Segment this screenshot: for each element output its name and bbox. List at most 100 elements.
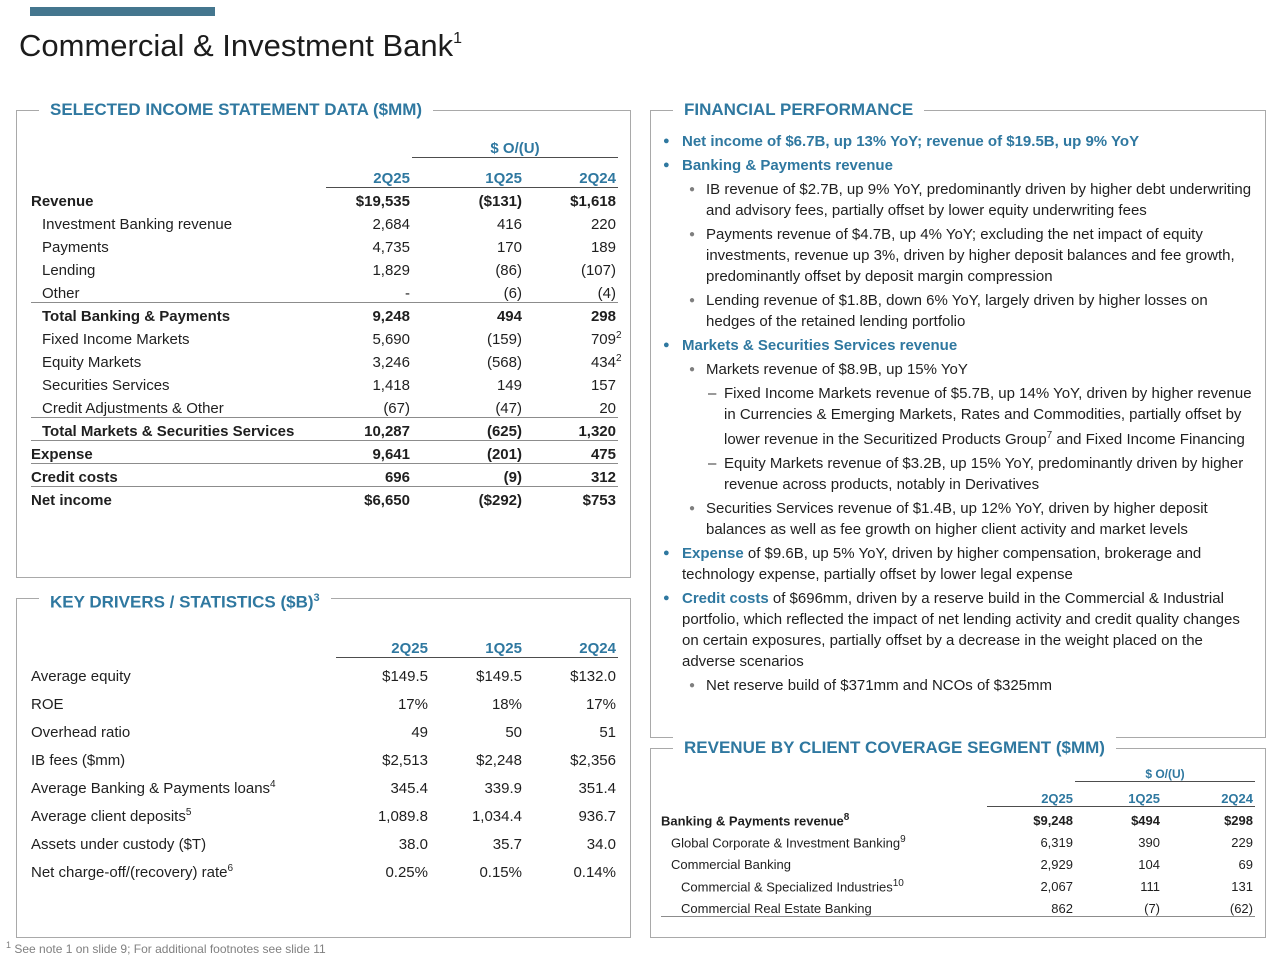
bullet-disc-icon: ● [663,547,670,559]
row-value: (625) [412,417,524,441]
section-income-statement: SELECTED INCOME STATEMENT DATA ($MM) $ O… [16,99,631,578]
row-value: $149.5 [476,668,522,685]
row-value: 1,418 [372,377,410,394]
data-table: $ O/(U) 2Q25 1Q25 2Q24 Revenue $19,535 ($131) $… [31,129,622,509]
row-value: 0.25% [385,864,428,881]
row-value: 9,641 [326,440,412,464]
income-statement-table: $ O/(U) 2Q25 1Q25 2Q24 Revenue $19,535 ($131) $… [31,129,622,509]
row-value: $2,248 [476,752,522,769]
row-value: 2,684 [372,216,410,233]
row-value: 111 [1140,879,1160,894]
row-value: 51 [599,724,616,741]
row-label: Average equity [31,668,131,685]
dash-icon: – [708,455,717,472]
column-header: 2Q24 [524,631,618,658]
table-row: Lending 1,829 (86) (107) [31,256,618,279]
bullet-item: ● Markets & Securities Services revenue [651,335,1255,356]
bullet-body-text: Securities Services revenue of $1.4B, up… [706,500,1208,538]
row-label: Lending [42,262,96,279]
row-value: 17% [585,696,616,713]
row-value: 157 [590,377,616,394]
table-row: IB fees ($mm) $2,513 $2,248 $2,356 [31,741,618,769]
bullet-disc-icon: ● [689,364,696,375]
page-title: Commercial & Investment Bank1 [19,28,462,64]
spacer-cell [31,157,326,187]
row-value: 5,690 [372,331,410,348]
row-value: 351.4 [578,780,616,797]
row-label: Commercial Real Estate Banking [661,894,987,917]
row-value: 220 [590,216,616,233]
bullet-item: ● Credit costs of $696mm, driven by a res… [651,588,1255,672]
row-value: 35.7 [492,836,522,853]
row-value: 104 [1138,857,1160,872]
table-row: Commercial Banking 2,929 104 69 [661,850,1255,872]
table-row: Equity Markets 3,246 (568) 4342 [31,348,622,371]
row-label: Net income [31,492,112,509]
bullet-item: ● Payments revenue of $4.7B, up 4% YoY; e… [651,224,1255,287]
row-value: (67) [326,394,412,418]
row-value: 7092 [590,330,622,348]
table-row: Average client deposits5 1,089.8 1,034.4 93… [31,797,618,825]
spacer-cell [661,781,987,806]
row-value: - [326,279,412,303]
row-value: $132.0 [570,668,616,685]
row-value: 131 [1231,879,1253,894]
row-label: Total Markets & Securities Services [31,417,326,441]
dash-icon: – [708,385,717,402]
bullet-disc-icon: ● [663,339,670,351]
section-key-drivers: KEY DRIVERS / STATISTICS ($B)3 2Q25 1Q25 2… [16,587,631,938]
section-segment-revenue: REVENUE BY CLIENT COVERAGE SEGMENT ($MM)… [650,737,1266,938]
financial-performance-heading: FINANCIAL PERFORMANCE [673,99,925,121]
row-label: Average Banking & Payments loans4 [31,779,276,797]
row-value: 3,246 [372,354,410,371]
bullet-text: Payments revenue of $4.7B, up 4% YoY; ex… [706,226,1235,285]
row-value: $6,650 [364,492,410,509]
row-value: 149 [496,377,522,394]
bullet-body-text: Fixed Income Markets revenue of $5.7B, u… [724,385,1252,448]
row-value: $9,248 [1033,813,1073,828]
row-value: 416 [496,216,522,233]
table-row: Total Markets & Securities Services 10,28… [31,417,618,441]
data-table: $ O/(U) 2Q25 1Q25 2Q24 Banking & Payments re… [661,761,1255,917]
row-label: Total Banking & Payments [42,308,231,325]
bullet-lead-text: Markets & Securities Services revenue [682,337,958,354]
table-row: Credit costs 696 (9) 312 [31,463,618,487]
row-value: (568) [486,354,522,371]
key-drivers-heading: KEY DRIVERS / STATISTICS ($B)3 [39,587,331,614]
over-under-label: $ O/(U) [1075,761,1255,782]
column-header: 1Q25 [430,631,524,658]
column-header-row: 2Q25 1Q25 2Q24 [661,781,1255,807]
page-title-text: Commercial & Investment Bank [19,28,454,63]
key-drivers-heading-footnote-ref: 3 [313,592,320,604]
column-header: 1Q25 [412,157,524,188]
bullet-lead-text: Net income of $6.7B, up 13% YoY; revenue… [682,133,1140,150]
bullet-footnote-ref: 7 [1046,430,1053,441]
row-value: (62) [1162,894,1255,917]
column-header-row: 2Q25 1Q25 2Q24 [31,157,618,188]
row-value: 1,320 [524,417,618,441]
bullet-body-text: of $9.6B, up 5% YoY, driven by higher co… [682,545,1202,583]
row-value: (47) [412,394,524,418]
row-value: 696 [326,463,412,487]
bullet-text: Credit costs of $696mm, driven by a rese… [682,590,1240,670]
table-row: Average Banking & Payments loans4 345.4 33… [31,769,618,797]
row-label-footnote-ref: 4 [270,779,276,790]
row-value: 20 [524,394,618,418]
row-value: (6) [412,279,524,303]
column-header: 2Q25 [336,631,430,658]
row-value: 49 [411,724,428,741]
bullet-text: Markets revenue of $8.9B, up 15% YoY [706,361,968,378]
table-row: Fixed Income Markets 5,690 (159) 7092 [31,325,622,348]
row-value: 298 [590,308,616,325]
column-header: 2Q24 [524,157,618,188]
row-value: ($131) [478,193,522,210]
table-row: Assets under custody ($T) 38.0 35.7 34.0 [31,825,618,853]
row-value: 4,735 [372,239,410,256]
bullet-item: ● Lending revenue of $1.8B, down 6% YoY, … [651,290,1255,332]
key-drivers-heading-text: KEY DRIVERS / STATISTICS ($B) [50,592,314,612]
row-value: 10,287 [326,417,412,441]
row-label: Revenue [31,193,94,210]
row-value: 1,034.4 [471,808,522,825]
row-value: 17% [397,696,428,713]
row-value: (159) [486,331,522,348]
